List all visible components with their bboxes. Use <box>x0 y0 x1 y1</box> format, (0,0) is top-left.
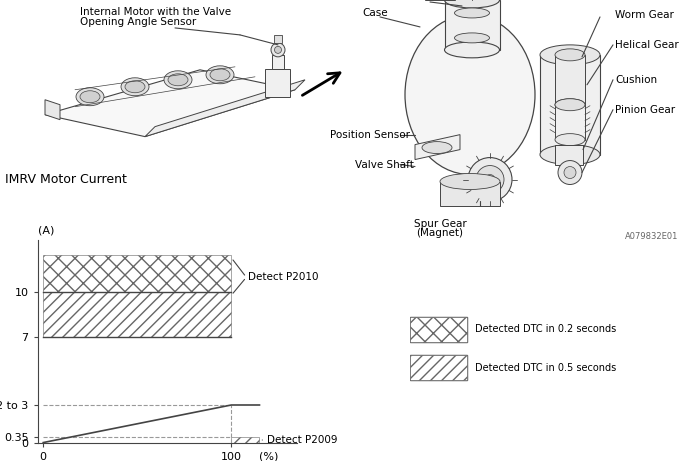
Ellipse shape <box>445 42 499 58</box>
Ellipse shape <box>80 91 100 103</box>
Text: A079832E01: A079832E01 <box>625 232 678 242</box>
FancyArrowPatch shape <box>303 73 340 95</box>
Polygon shape <box>45 70 295 136</box>
Circle shape <box>476 165 504 194</box>
Bar <box>555 55 585 105</box>
Circle shape <box>558 160 582 184</box>
Text: Detected DTC in 0.5 seconds: Detected DTC in 0.5 seconds <box>475 363 616 373</box>
Ellipse shape <box>164 71 192 89</box>
Bar <box>555 145 583 165</box>
Bar <box>265 69 290 97</box>
Polygon shape <box>145 80 305 136</box>
Ellipse shape <box>206 66 234 84</box>
Text: Position Sensor: Position Sensor <box>330 130 410 140</box>
Bar <box>445 0 500 50</box>
Text: (%): (%) <box>260 451 279 461</box>
Ellipse shape <box>540 145 600 165</box>
Ellipse shape <box>422 142 452 154</box>
Bar <box>555 105 585 140</box>
Ellipse shape <box>405 15 535 175</box>
Circle shape <box>485 175 495 184</box>
Ellipse shape <box>555 49 585 61</box>
Text: Cushion: Cushion <box>615 75 657 85</box>
Text: Detected DTC in 0.2 seconds: Detected DTC in 0.2 seconds <box>475 325 616 334</box>
Ellipse shape <box>555 99 585 111</box>
Text: Opening Angle Sensor: Opening Angle Sensor <box>80 17 196 27</box>
Text: Pinion Gear: Pinion Gear <box>615 105 675 115</box>
Bar <box>440 182 500 207</box>
Bar <box>272 55 284 69</box>
Text: Worm Gear: Worm Gear <box>615 10 674 20</box>
Ellipse shape <box>168 74 188 86</box>
Ellipse shape <box>555 99 585 111</box>
Bar <box>410 355 467 380</box>
Ellipse shape <box>445 0 499 8</box>
Text: Spur Gear: Spur Gear <box>414 219 466 230</box>
Bar <box>540 55 600 154</box>
Ellipse shape <box>454 33 490 43</box>
Text: Valve Shaft: Valve Shaft <box>355 160 414 170</box>
Circle shape <box>271 43 285 57</box>
Text: Internal Motor with the Valve: Internal Motor with the Valve <box>80 7 231 17</box>
Text: (Magnet): (Magnet) <box>417 228 464 238</box>
Ellipse shape <box>125 81 145 93</box>
Polygon shape <box>45 100 60 120</box>
Circle shape <box>564 166 576 178</box>
Ellipse shape <box>454 8 490 18</box>
Circle shape <box>468 158 512 201</box>
Ellipse shape <box>210 69 230 81</box>
Ellipse shape <box>440 173 500 189</box>
Bar <box>274 35 282 43</box>
Bar <box>410 355 467 380</box>
Ellipse shape <box>540 45 600 65</box>
Text: DC Motor: DC Motor <box>342 0 390 2</box>
Ellipse shape <box>121 78 149 96</box>
Text: Helical Gear: Helical Gear <box>615 40 679 50</box>
Text: Detect P2010: Detect P2010 <box>248 272 319 282</box>
Circle shape <box>275 47 281 53</box>
Ellipse shape <box>76 88 104 106</box>
Text: Case: Case <box>362 8 388 18</box>
Text: (A): (A) <box>38 225 54 235</box>
Text: Detect P2009: Detect P2009 <box>267 435 337 445</box>
Bar <box>410 317 467 342</box>
Ellipse shape <box>555 134 585 146</box>
Polygon shape <box>415 135 460 160</box>
Bar <box>410 317 467 342</box>
Text: IMRV Motor Current: IMRV Motor Current <box>5 173 127 186</box>
Text: DC Motor: DC Motor <box>384 0 432 1</box>
